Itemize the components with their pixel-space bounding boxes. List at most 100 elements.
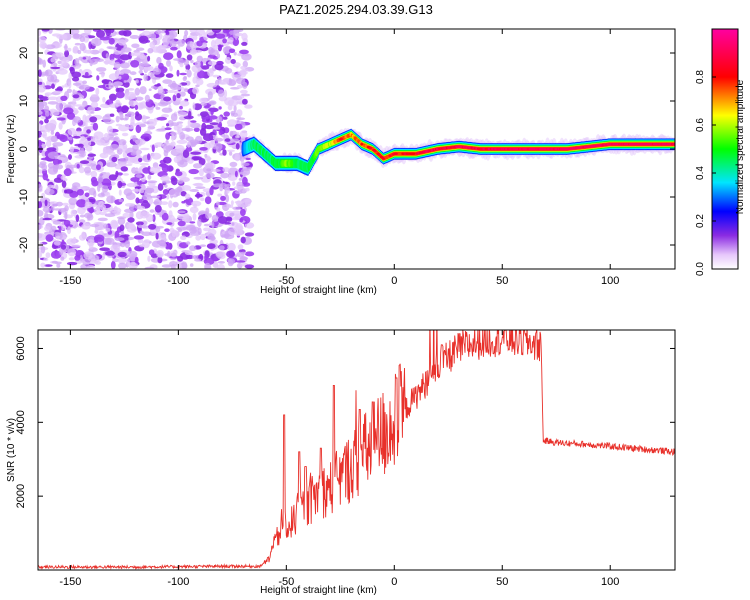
noise-blob	[38, 184, 43, 192]
noise-blob	[227, 242, 236, 252]
y-tick-label: -10	[18, 189, 30, 205]
noise-blob	[89, 241, 94, 250]
noise-blob	[128, 261, 139, 269]
noise-blob	[220, 195, 226, 201]
noise-blob	[84, 29, 92, 35]
noise-blob	[213, 137, 224, 142]
noise-blob	[143, 137, 150, 142]
noise-blob	[239, 218, 244, 223]
noise-blob	[217, 216, 228, 224]
noise-blob	[64, 43, 68, 52]
noise-blob	[129, 71, 137, 76]
noise-blob	[221, 234, 227, 237]
noise-blob	[110, 196, 114, 204]
y-tick-label: 2000	[15, 484, 27, 508]
noise-blob	[216, 264, 225, 269]
noise-blob	[47, 96, 58, 101]
noise-blob	[47, 74, 55, 82]
noise-blob	[123, 208, 135, 213]
noise-blob	[195, 78, 204, 86]
noise-blob	[198, 168, 204, 177]
noise-blob	[244, 232, 255, 237]
noise-blob	[67, 127, 77, 136]
noise-blob	[73, 29, 80, 34]
noise-blob	[162, 79, 173, 84]
noise-blob	[205, 211, 209, 219]
noise-blob	[38, 36, 47, 43]
noise-blob	[177, 210, 186, 214]
noise-blob	[163, 52, 174, 60]
noise-blob	[156, 56, 162, 65]
noise-blob	[205, 172, 215, 179]
noise-blob	[160, 102, 171, 105]
noise-blob	[134, 113, 143, 121]
noise-blob	[195, 29, 205, 36]
noise-blob	[235, 135, 240, 139]
noise-blob	[44, 118, 49, 124]
noise-blob	[118, 111, 124, 116]
noise-blob	[137, 205, 146, 210]
noise-blob	[202, 133, 214, 142]
noise-blob	[206, 57, 211, 61]
noise-blob	[108, 137, 119, 141]
noise-blob	[134, 104, 139, 111]
noise-blob	[164, 228, 170, 232]
noise-blob	[229, 161, 238, 167]
noise-blob	[84, 212, 93, 219]
noise-blob	[226, 250, 236, 258]
noise-blob	[163, 96, 172, 102]
noise-blob	[222, 116, 228, 120]
noise-blob	[174, 187, 183, 193]
noise-blob	[108, 81, 112, 89]
noise-blob	[224, 184, 231, 187]
noise-blob	[69, 164, 76, 169]
noise-blob	[73, 33, 80, 39]
noise-blob	[50, 250, 62, 259]
noise-blob	[185, 224, 196, 231]
noise-blob	[244, 198, 251, 207]
noise-blob	[123, 80, 127, 83]
noise-blob	[104, 191, 111, 197]
noise-blob	[181, 200, 186, 204]
noise-blob	[239, 69, 247, 78]
noise-blob	[117, 87, 125, 93]
noise-blob	[167, 83, 178, 88]
noise-blob	[242, 98, 248, 105]
noise-blob	[149, 41, 156, 49]
ridge-mark	[401, 152, 405, 155]
noise-blob	[171, 177, 178, 186]
noise-blob	[38, 201, 43, 208]
noise-blob	[147, 180, 158, 184]
noise-blob	[179, 105, 183, 110]
ridge-mark	[412, 152, 416, 155]
noise-blob	[187, 119, 192, 127]
noise-blob	[123, 163, 133, 167]
noise-blob	[159, 194, 162, 201]
noise-blob	[233, 186, 245, 190]
noise-blob	[122, 173, 129, 176]
noise-blob	[49, 201, 59, 207]
noise-blob	[147, 153, 151, 161]
noise-blob	[189, 189, 199, 192]
noise-blob	[79, 160, 90, 165]
noise-blob	[57, 60, 62, 64]
noise-blob	[177, 220, 186, 227]
x-tick-label: 50	[496, 576, 508, 588]
noise-blob	[117, 39, 127, 46]
noise-blob	[232, 181, 236, 186]
ridge-mark	[373, 149, 377, 153]
noise-blob	[213, 44, 219, 51]
noise-blob	[72, 236, 77, 244]
noise-blob	[201, 122, 207, 131]
noise-blob	[44, 69, 53, 76]
noise-blob	[108, 37, 115, 45]
noise-blob	[155, 225, 164, 229]
x-tick-label: 50	[496, 275, 508, 287]
noise-blob	[170, 122, 179, 127]
noise-blob	[118, 262, 127, 269]
noise-blob	[151, 152, 162, 160]
noise-blob	[84, 201, 93, 209]
noise-blob	[193, 163, 203, 169]
noise-blob	[110, 221, 119, 230]
noise-blob	[115, 99, 121, 104]
